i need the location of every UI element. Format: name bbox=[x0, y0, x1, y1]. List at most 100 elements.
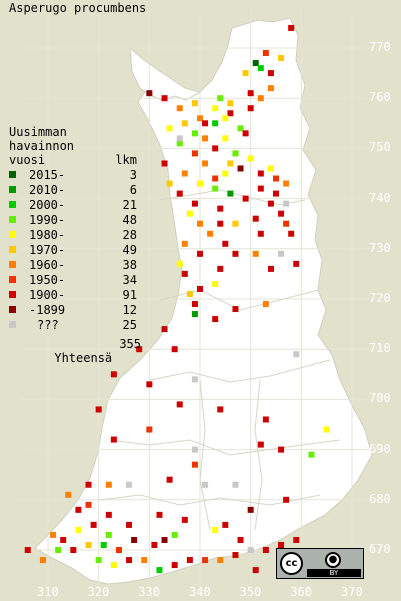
occurrence-cell bbox=[141, 557, 148, 564]
occurrence-cell bbox=[110, 436, 117, 443]
occurrence-cell bbox=[227, 100, 234, 107]
legend-entry-label: 2015- bbox=[29, 168, 66, 182]
occurrence-cell bbox=[222, 115, 229, 122]
occurrence-cell bbox=[257, 185, 264, 192]
legend-entry-label: 1970- bbox=[29, 243, 66, 257]
legend-swatch bbox=[9, 171, 16, 178]
occurrence-cell bbox=[232, 481, 239, 488]
occurrence-cell bbox=[191, 376, 198, 383]
legend: Uusimman havainnon vuosi lkm 2015- 3 2010-… bbox=[9, 125, 141, 365]
occurrence-cell bbox=[110, 562, 117, 569]
occurrence-cell bbox=[267, 200, 274, 207]
occurrence-cell bbox=[75, 526, 82, 533]
occurrence-cell bbox=[278, 210, 285, 217]
legend-entry-label: 1990- bbox=[29, 213, 66, 227]
occurrence-cell bbox=[166, 180, 173, 187]
occurrence-cell bbox=[181, 516, 188, 523]
legend-entry: ??? 25 bbox=[9, 318, 137, 333]
occurrence-cell bbox=[105, 481, 112, 488]
occurrence-cell bbox=[75, 506, 82, 513]
legend-swatch bbox=[9, 201, 16, 208]
occurrence-cell bbox=[166, 125, 173, 132]
occurrence-cell bbox=[202, 135, 209, 142]
occurrence-cell bbox=[197, 220, 203, 227]
occurrence-cell bbox=[232, 250, 239, 257]
occurrence-cell bbox=[95, 557, 102, 564]
legend-total-row: Yhteensä 355 bbox=[11, 337, 141, 393]
occurrence-cell bbox=[257, 441, 264, 448]
occurrence-cell bbox=[252, 60, 259, 67]
occurrence-cell bbox=[126, 521, 133, 528]
occurrence-cell bbox=[252, 250, 259, 257]
occurrence-cell bbox=[161, 536, 168, 543]
occurrence-cell bbox=[212, 280, 219, 287]
regional-border-line bbox=[199, 379, 211, 531]
occurrence-cell bbox=[186, 290, 193, 297]
legend-entry: 1960- 38 bbox=[9, 258, 137, 273]
attribution-person-icon: ● bbox=[325, 552, 341, 568]
occurrence-cell bbox=[212, 526, 219, 533]
occurrence-cell bbox=[262, 547, 269, 553]
x-tick-label: 340 bbox=[189, 585, 211, 599]
occurrence-cell bbox=[85, 481, 92, 488]
occurrence-cell bbox=[242, 130, 249, 137]
occurrence-cell bbox=[232, 220, 239, 227]
occurrence-cell bbox=[176, 140, 183, 147]
occurrence-cell bbox=[217, 265, 224, 272]
legend-entry-count: 91 bbox=[122, 288, 137, 302]
legend-total-count: 355 bbox=[119, 337, 141, 351]
occurrence-cell bbox=[156, 567, 163, 574]
occurrence-cell bbox=[151, 541, 158, 548]
occurrence-cell bbox=[222, 521, 229, 528]
occurrence-cell bbox=[146, 90, 153, 97]
occurrence-cell bbox=[65, 491, 72, 498]
y-tick-label: 720 bbox=[369, 291, 391, 305]
occurrence-cell bbox=[191, 100, 198, 107]
occurrence-cell bbox=[232, 150, 239, 157]
legend-entry-count: 49 bbox=[122, 243, 137, 257]
occurrence-cell bbox=[50, 531, 57, 538]
occurrence-cell bbox=[171, 562, 178, 569]
legend-swatch bbox=[9, 261, 16, 268]
occurrence-cell bbox=[212, 175, 219, 182]
occurrence-cell bbox=[323, 426, 330, 433]
occurrence-cell bbox=[39, 557, 46, 564]
legend-entry-count: 6 bbox=[129, 183, 137, 197]
occurrence-cell bbox=[161, 326, 168, 333]
occurrence-cell bbox=[212, 316, 219, 323]
legend-entry-label: 2000- bbox=[29, 198, 66, 212]
occurrence-cell bbox=[207, 230, 214, 237]
x-tick-label: 350 bbox=[239, 585, 262, 599]
occurrence-cell bbox=[247, 105, 254, 112]
license-badge[interactable]: cc ● BY bbox=[276, 548, 364, 579]
legend-entry: 1950- 34 bbox=[9, 273, 137, 288]
occurrence-cell bbox=[191, 130, 198, 137]
occurrence-cell bbox=[242, 195, 249, 202]
y-tick-label: 710 bbox=[369, 341, 391, 356]
legend-swatch bbox=[9, 306, 16, 313]
legend-entry: 1980- 28 bbox=[9, 228, 137, 243]
occurrence-cell bbox=[283, 180, 290, 187]
legend-swatch bbox=[9, 231, 16, 238]
occurrence-cell bbox=[166, 476, 173, 483]
y-tick-label: 690 bbox=[369, 441, 391, 456]
legend-entry: 1990- 48 bbox=[9, 213, 137, 228]
occurrence-cell bbox=[222, 135, 229, 142]
regional-border-line bbox=[159, 189, 306, 206]
occurrence-cell bbox=[262, 50, 269, 57]
legend-entry-label: -1899 bbox=[29, 303, 66, 317]
occurrence-cell bbox=[267, 70, 274, 77]
occurrence-cell bbox=[257, 230, 264, 237]
occurrence-cell bbox=[247, 547, 254, 553]
occurrence-cell bbox=[176, 190, 183, 197]
regional-border-line bbox=[159, 289, 319, 311]
occurrence-cell bbox=[105, 531, 112, 538]
occurrence-cell bbox=[308, 451, 315, 458]
occurrence-cell bbox=[273, 190, 279, 197]
legend-entry-count: 34 bbox=[122, 273, 137, 287]
occurrence-cell bbox=[242, 70, 249, 77]
occurrence-cell bbox=[293, 260, 300, 267]
legend-swatch bbox=[9, 321, 16, 328]
legend-swatch bbox=[9, 276, 16, 283]
